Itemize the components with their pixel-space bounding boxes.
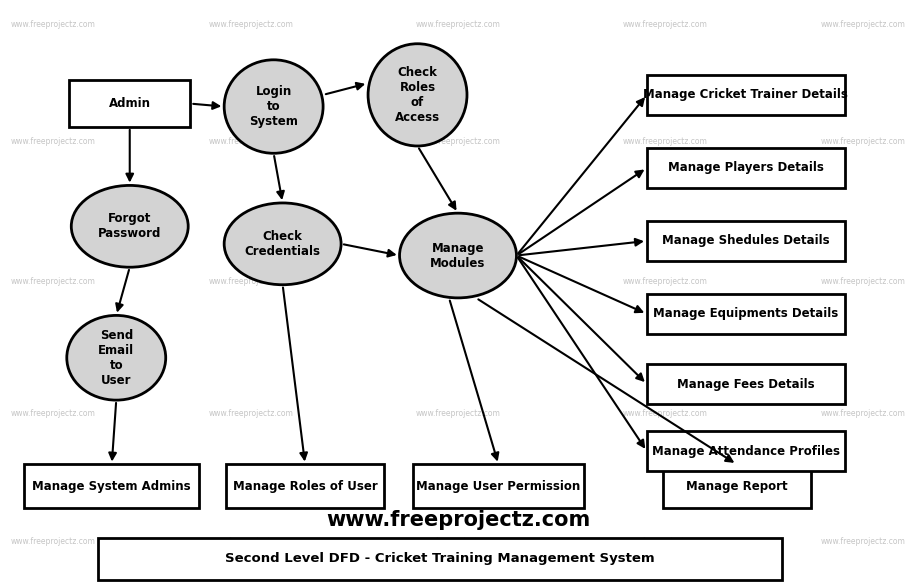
FancyBboxPatch shape	[69, 80, 191, 127]
Text: Manage Attendance Profiles: Manage Attendance Profiles	[652, 445, 840, 458]
Text: Manage Fees Details: Manage Fees Details	[677, 377, 814, 390]
Text: Manage
Modules: Manage Modules	[431, 241, 485, 269]
Text: Second Level DFD - Cricket Training Management System: Second Level DFD - Cricket Training Mana…	[225, 552, 655, 565]
FancyBboxPatch shape	[647, 431, 845, 471]
Text: www.freeprojectz.com: www.freeprojectz.com	[209, 537, 294, 546]
Text: Check
Roles
of
Access: Check Roles of Access	[395, 66, 440, 124]
Ellipse shape	[67, 315, 166, 400]
Text: Manage Report: Manage Report	[686, 480, 788, 493]
Text: www.freeprojectz.com: www.freeprojectz.com	[820, 137, 905, 146]
Text: www.freeprojectz.com: www.freeprojectz.com	[416, 21, 500, 29]
Text: Login
to
System: Login to System	[249, 85, 298, 128]
Text: www.freeprojectz.com: www.freeprojectz.com	[416, 409, 500, 418]
Text: Send
Email
to
User: Send Email to User	[98, 329, 135, 387]
FancyBboxPatch shape	[413, 464, 583, 508]
FancyBboxPatch shape	[647, 364, 845, 404]
Text: www.freeprojectz.com: www.freeprojectz.com	[622, 137, 707, 146]
Ellipse shape	[71, 185, 188, 267]
Text: Admin: Admin	[109, 97, 151, 110]
Text: www.freeprojectz.com: www.freeprojectz.com	[820, 277, 905, 286]
Text: Manage Players Details: Manage Players Details	[668, 161, 823, 174]
Ellipse shape	[224, 203, 341, 285]
FancyBboxPatch shape	[647, 148, 845, 188]
Text: www.freeprojectz.com: www.freeprojectz.com	[416, 277, 500, 286]
Text: www.freeprojectz.com: www.freeprojectz.com	[622, 537, 707, 546]
Text: www.freeprojectz.com: www.freeprojectz.com	[416, 537, 500, 546]
Ellipse shape	[368, 44, 467, 146]
Text: www.freeprojectz.com: www.freeprojectz.com	[622, 409, 707, 418]
Text: Manage Equipments Details: Manage Equipments Details	[653, 308, 838, 321]
FancyBboxPatch shape	[24, 464, 200, 508]
Text: www.freeprojectz.com: www.freeprojectz.com	[622, 21, 707, 29]
Text: www.freeprojectz.com: www.freeprojectz.com	[416, 137, 500, 146]
Text: www.freeprojectz.com: www.freeprojectz.com	[820, 21, 905, 29]
Text: www.freeprojectz.com: www.freeprojectz.com	[820, 409, 905, 418]
FancyBboxPatch shape	[226, 464, 384, 508]
Text: www.freeprojectz.com: www.freeprojectz.com	[622, 277, 707, 286]
Text: www.freeprojectz.com: www.freeprojectz.com	[11, 137, 96, 146]
Text: www.freeprojectz.com: www.freeprojectz.com	[209, 409, 294, 418]
Text: Check
Credentials: Check Credentials	[245, 230, 321, 258]
Text: www.freeprojectz.com: www.freeprojectz.com	[11, 537, 96, 546]
FancyBboxPatch shape	[647, 221, 845, 261]
Text: Manage Roles of User: Manage Roles of User	[233, 480, 377, 493]
Text: Manage User Permission: Manage User Permission	[417, 480, 581, 493]
Text: www.freeprojectz.com: www.freeprojectz.com	[209, 277, 294, 286]
FancyBboxPatch shape	[98, 538, 781, 580]
Text: www.freeprojectz.com: www.freeprojectz.com	[11, 21, 96, 29]
Text: www.freeprojectz.com: www.freeprojectz.com	[820, 537, 905, 546]
Ellipse shape	[399, 213, 517, 298]
Text: Manage Cricket Trainer Details: Manage Cricket Trainer Details	[643, 89, 848, 102]
FancyBboxPatch shape	[662, 464, 811, 508]
FancyBboxPatch shape	[647, 75, 845, 114]
Text: www.freeprojectz.com: www.freeprojectz.com	[209, 21, 294, 29]
FancyBboxPatch shape	[647, 294, 845, 334]
Ellipse shape	[224, 60, 323, 153]
Text: www.freeprojectz.com: www.freeprojectz.com	[11, 409, 96, 418]
Text: Manage Shedules Details: Manage Shedules Details	[662, 234, 830, 247]
Text: Forgot
Password: Forgot Password	[98, 212, 161, 240]
Text: www.freeprojectz.com: www.freeprojectz.com	[209, 137, 294, 146]
Text: Manage System Admins: Manage System Admins	[32, 480, 191, 493]
Text: www.freeprojectz.com: www.freeprojectz.com	[326, 510, 590, 529]
Text: www.freeprojectz.com: www.freeprojectz.com	[11, 277, 96, 286]
